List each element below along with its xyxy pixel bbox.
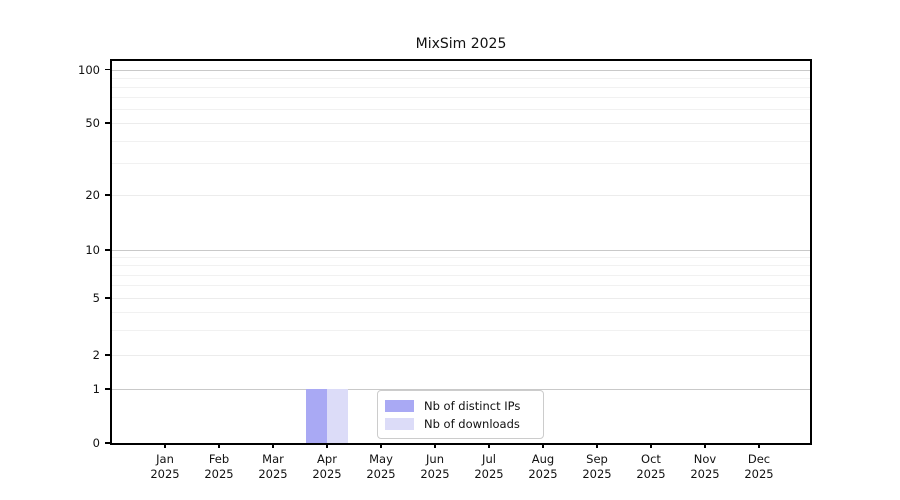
x-tick-mark-jun xyxy=(434,443,436,448)
y-tick-mark-100 xyxy=(105,68,112,71)
minor-gridline-70 xyxy=(112,97,810,99)
y-tick-label-1: 1 xyxy=(92,382,100,396)
gridline-50 xyxy=(112,123,810,124)
x-tick-mark-feb xyxy=(218,443,220,448)
gridline-20 xyxy=(112,195,810,196)
x-tick-mark-mar xyxy=(272,443,274,448)
y-tick-label-0: 0 xyxy=(92,436,100,450)
minor-gridline-4 xyxy=(112,311,810,313)
gridline-10 xyxy=(112,250,810,251)
y-tick-mark-10 xyxy=(105,249,112,251)
bar-apr-series-1 xyxy=(327,389,348,443)
bar-apr-series-0 xyxy=(306,389,327,443)
y-tick-mark-2 xyxy=(105,354,112,356)
legend-label-distinct-ips: Nb of distinct IPs xyxy=(424,398,521,413)
x-tick-mark-jul xyxy=(488,443,490,448)
y-tick-mark-20 xyxy=(105,194,112,196)
x-tick-label-sep: Sep 2025 xyxy=(582,452,612,481)
x-tick-label-jul: Jul 2025 xyxy=(474,452,504,481)
x-tick-label-mar: Mar 2025 xyxy=(258,452,288,481)
x-tick-label-may: May 2025 xyxy=(366,452,396,481)
minor-gridline-8 xyxy=(112,265,810,267)
y-tick-label-100: 100 xyxy=(78,62,100,77)
legend-swatch-downloads xyxy=(385,417,414,430)
x-tick-mark-aug xyxy=(542,443,544,448)
legend-item-downloads: Nb of downloads xyxy=(385,417,543,431)
x-tick-mark-may xyxy=(380,443,382,448)
chart-title: MixSim 2025 xyxy=(415,36,507,52)
legend: Nb of distinct IPs Nb of downloads xyxy=(377,390,544,439)
x-tick-mark-jan xyxy=(164,443,166,448)
legend-swatch-distinct-ips xyxy=(385,399,414,412)
y-tick-mark-0 xyxy=(105,442,112,444)
x-tick-label-aug: Aug 2025 xyxy=(528,452,558,481)
x-tick-label-feb: Feb 2025 xyxy=(204,452,234,481)
y-tick-mark-50 xyxy=(105,122,112,124)
x-tick-mark-nov xyxy=(704,443,706,448)
minor-gridline-30 xyxy=(112,163,810,165)
gridline-100 xyxy=(112,69,810,71)
minor-gridline-60 xyxy=(112,108,810,110)
y-tick-mark-1 xyxy=(105,388,112,390)
x-tick-label-apr: Apr 2025 xyxy=(312,452,342,481)
x-tick-mark-apr xyxy=(326,443,328,448)
x-tick-mark-dec xyxy=(758,443,760,448)
minor-gridline-9 xyxy=(112,257,810,259)
x-tick-label-oct: Oct 2025 xyxy=(636,452,666,481)
x-tick-label-jan: Jan 2025 xyxy=(150,452,180,481)
legend-label-downloads: Nb of downloads xyxy=(424,416,520,431)
gridline-2 xyxy=(112,355,810,356)
minor-gridline-3 xyxy=(112,329,810,331)
y-tick-mark-5 xyxy=(105,297,112,299)
minor-gridline-90 xyxy=(112,77,810,79)
minor-gridline-80 xyxy=(112,86,810,88)
x-tick-label-nov: Nov 2025 xyxy=(690,452,720,481)
legend-item-distinct-ips: Nb of distinct IPs xyxy=(385,399,543,413)
y-tick-label-2: 2 xyxy=(92,348,100,362)
minor-gridline-7 xyxy=(112,274,810,276)
minor-gridline-40 xyxy=(112,140,810,142)
plot-area xyxy=(112,61,810,443)
y-tick-label-20: 20 xyxy=(85,188,100,202)
y-tick-label-50: 50 xyxy=(85,116,100,130)
y-tick-label-10: 10 xyxy=(85,243,100,257)
y-tick-label-5: 5 xyxy=(92,291,100,305)
x-tick-mark-oct xyxy=(650,443,652,448)
x-tick-label-jun: Jun 2025 xyxy=(420,452,450,481)
x-tick-label-dec: Dec 2025 xyxy=(744,452,774,481)
gridline-5 xyxy=(112,298,810,299)
gridline-1 xyxy=(112,389,810,390)
minor-gridline-6 xyxy=(112,285,810,287)
x-tick-mark-sep xyxy=(596,443,598,448)
